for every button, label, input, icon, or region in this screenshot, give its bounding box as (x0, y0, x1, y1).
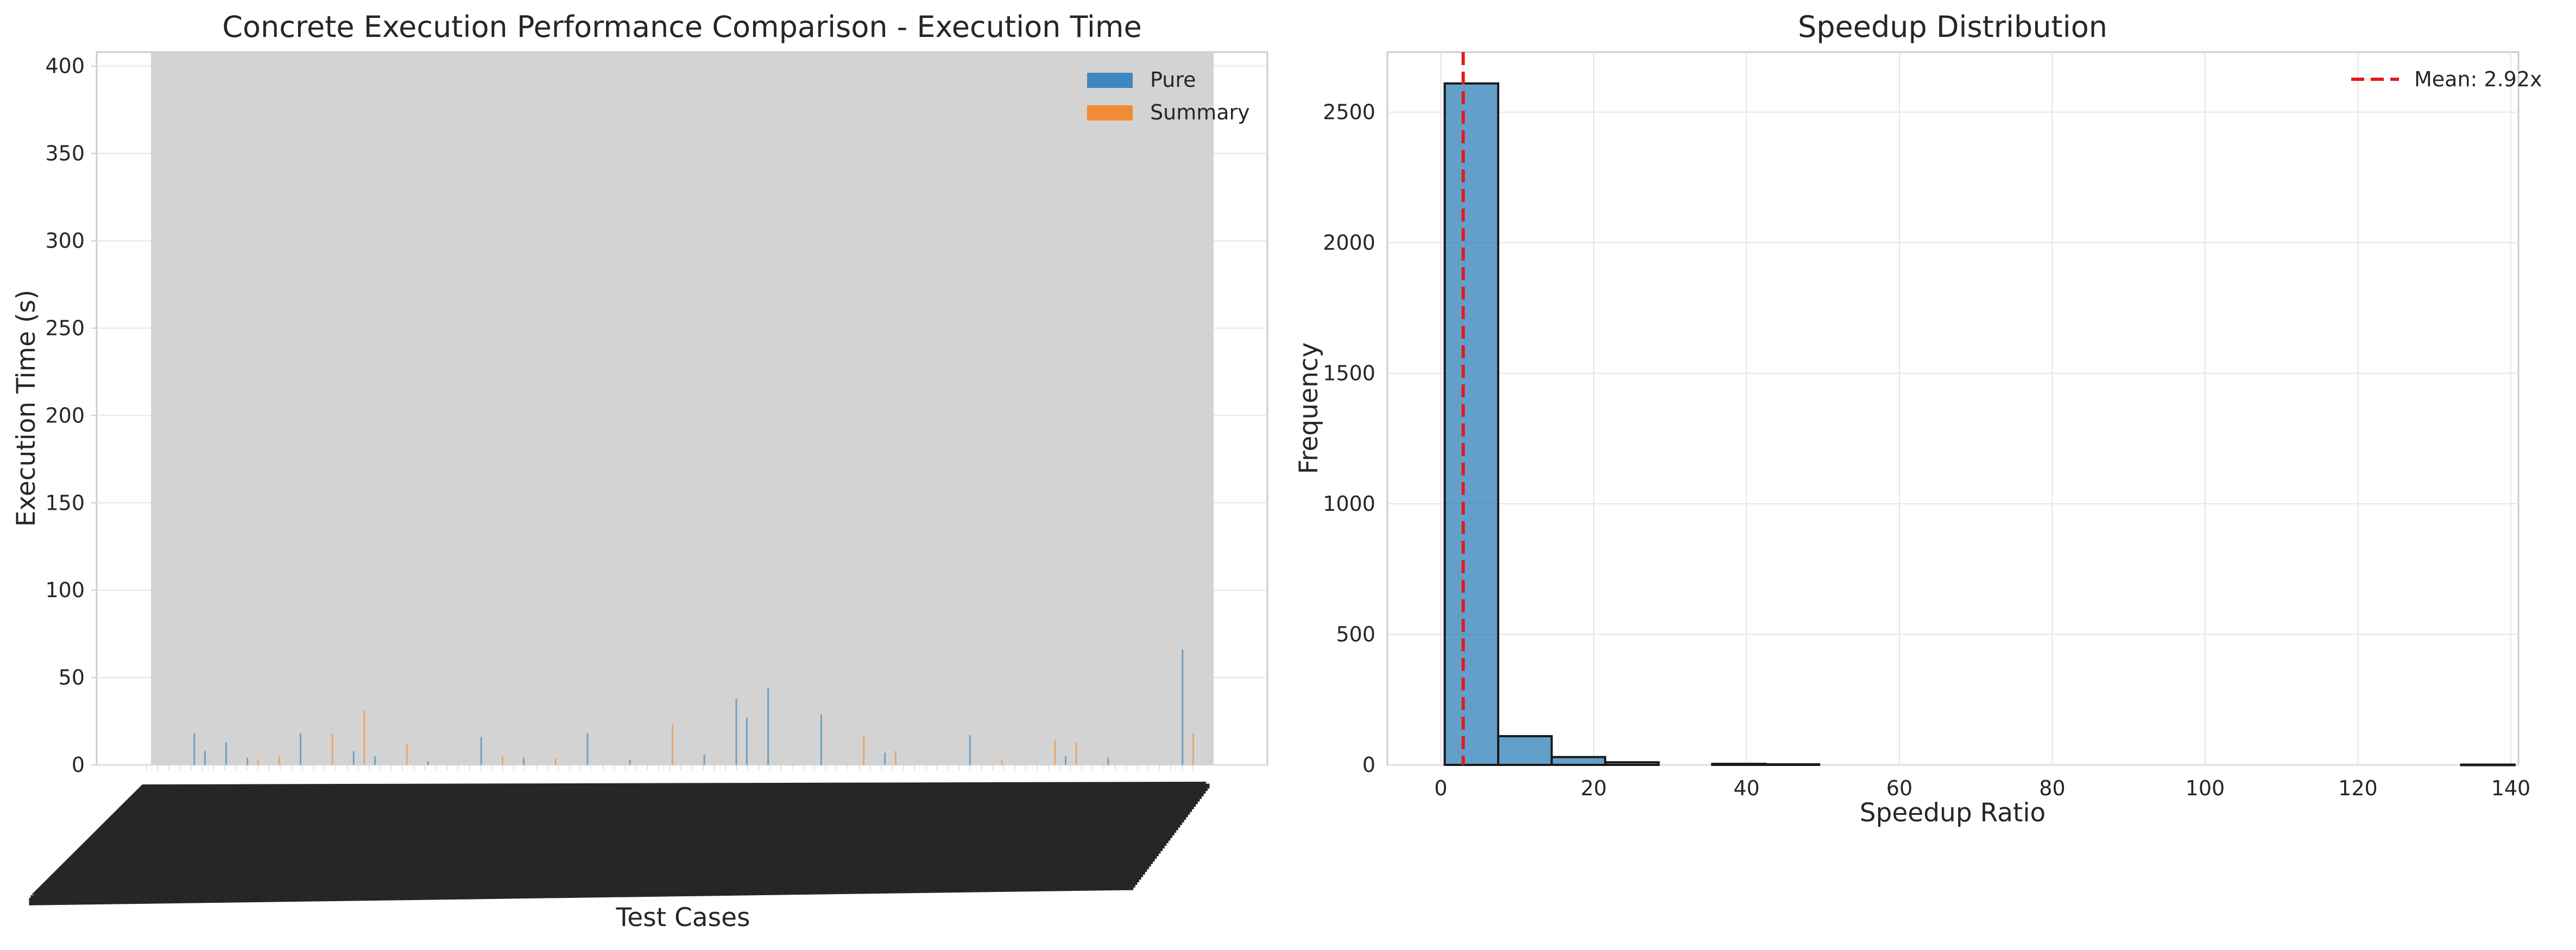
right-y-tick-label: 500 (1336, 623, 1375, 647)
right-y-tick-label: 0 (1362, 753, 1375, 777)
bar-pure (193, 733, 195, 765)
legend-label-mean: Mean: 2.92x (2414, 67, 2542, 91)
bar-summary (894, 751, 896, 765)
left-y-tick-label: 300 (45, 229, 85, 253)
bar-pure (522, 758, 525, 765)
left-y-tick-label: 150 (45, 491, 85, 515)
bar-pure (352, 751, 355, 765)
bar-pure (746, 718, 748, 765)
bar-pure (586, 733, 589, 765)
left-y-tick-label: 400 (45, 54, 85, 78)
right-x-axis-label: Speedup Ratio (1860, 798, 2046, 828)
bar-summary (331, 733, 333, 765)
bar-pure (204, 751, 206, 765)
execution-time-chart: 0 50 100 150 200 250 300 350 400 Concrete Execut… (11, 10, 1268, 933)
right-plot-frame (1386, 51, 2520, 766)
left-y-tick-label: 0 (72, 753, 85, 777)
left-y-tick-label: 100 (45, 578, 85, 602)
left-y-axis-label: Execution Time (s) (11, 290, 41, 527)
bar-summary (257, 759, 259, 765)
bar-pure (703, 754, 705, 765)
right-chart-title: Speedup Distribution (1798, 10, 2107, 44)
right-x-tick-label: 60 (1886, 776, 1912, 800)
bar-pure (820, 714, 822, 765)
bar-summary (554, 758, 557, 765)
histogram-bar (1764, 763, 1821, 766)
left-y-tick-label: 250 (45, 316, 85, 340)
bar-summary (278, 756, 280, 765)
bar-pure (225, 742, 227, 765)
left-y-tick-label: 50 (59, 666, 85, 689)
bar-pure (735, 698, 737, 765)
bar-pure (300, 733, 301, 765)
bar-summary (863, 735, 865, 765)
right-gridlines (1387, 52, 2518, 765)
bar-pure (629, 759, 631, 765)
bar-pure (969, 735, 971, 765)
right-legend: Mean: 2.92x (2351, 67, 2542, 91)
bar-pure (1065, 756, 1066, 765)
left-y-tick-label: 200 (45, 403, 85, 427)
bar-pure (427, 761, 429, 765)
right-x-tick-label: 120 (2338, 776, 2378, 800)
left-chart-title: Concrete Execution Performance Compariso… (222, 10, 1141, 44)
histogram-bars (1443, 82, 2516, 767)
right-x-tick-label: 100 (2186, 776, 2225, 800)
right-y-tick-labels: 0 500 1000 1500 2000 2500 (1323, 100, 1375, 777)
histogram-bar (1443, 82, 1500, 767)
bar-summary (1192, 733, 1194, 765)
bar-pure (1182, 649, 1184, 765)
bar-summary (1001, 759, 1003, 765)
right-y-tick-label: 2000 (1323, 231, 1375, 255)
bar-summary (501, 756, 503, 765)
bar-summary (363, 711, 365, 765)
right-x-tick-label: 40 (1733, 776, 1759, 800)
histogram-bar (1711, 763, 1767, 766)
left-bars (193, 649, 1194, 765)
bar-pure (767, 688, 769, 765)
bar-summary (1075, 742, 1077, 765)
bar-pure (374, 756, 376, 765)
histogram-bar (1604, 761, 1660, 766)
left-x-tick-labels (29, 765, 1210, 905)
bar-summary (406, 744, 408, 765)
left-y-tick-label: 350 (45, 142, 85, 166)
right-y-tick-label: 1500 (1323, 362, 1375, 385)
left-legend: Pure Summary (1087, 68, 1250, 124)
right-y-tick-label: 2500 (1323, 100, 1375, 124)
left-x-tick-label (29, 885, 1134, 905)
legend-swatch-summary (1087, 105, 1133, 121)
right-x-tick-label: 140 (2491, 776, 2531, 800)
legend-label-pure: Pure (1150, 68, 1196, 92)
histogram-bar (1550, 756, 1607, 766)
right-x-tick-label: 80 (2039, 776, 2065, 800)
bar-summary (1054, 740, 1056, 765)
bar-pure (1107, 758, 1109, 765)
right-x-tick-label: 20 (1581, 776, 1607, 800)
right-y-axis-label: Frequency (1294, 343, 1324, 474)
histogram-bar (1497, 735, 1553, 766)
legend-label-summary: Summary (1150, 100, 1250, 124)
right-y-tick-label: 1000 (1323, 492, 1375, 516)
bar-pure (480, 737, 482, 765)
left-x-axis-label: Test Cases (615, 903, 750, 933)
left-y-tick-labels: 0 50 100 150 200 250 300 350 400 (45, 54, 97, 777)
bar-pure (884, 752, 886, 765)
legend-swatch-pure (1087, 73, 1133, 88)
left-x-tick-label-block (31, 782, 1207, 895)
right-x-tick-labels: 0 20 40 60 80 100 120 140 (1434, 776, 2530, 800)
bar-summary (671, 725, 673, 765)
bar-cluster-band (151, 52, 1214, 765)
right-x-tick-label: 0 (1434, 776, 1447, 800)
bar-pure (247, 758, 249, 765)
